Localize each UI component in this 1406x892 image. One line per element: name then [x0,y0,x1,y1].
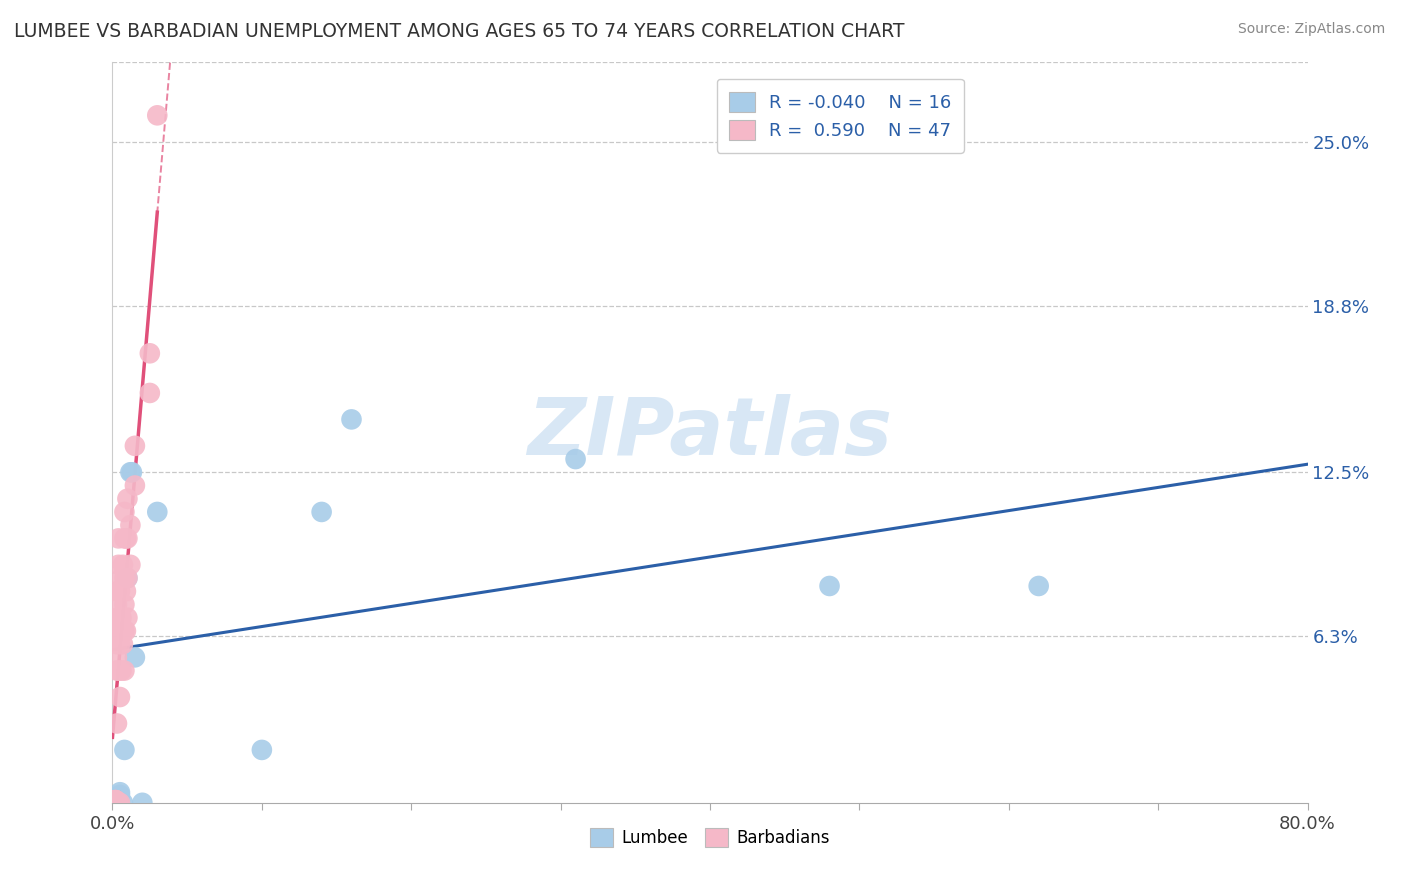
Point [120,518,142,533]
Point [114,624,135,638]
Point [105,624,128,638]
Point [120,558,142,572]
Point [124,439,146,453]
Point [117,532,139,546]
Point [114,743,135,757]
Point [117,491,139,506]
Point [311,505,333,519]
Point [146,505,169,519]
Point [111,558,134,572]
Point [111,796,134,810]
Point [121,465,143,479]
Point [124,650,146,665]
Point [107,664,129,678]
Point [108,584,131,599]
Point [117,610,139,624]
Point [110,571,132,585]
Point [139,386,162,401]
Point [107,558,129,572]
Point [139,346,162,360]
Point [107,796,129,810]
Point [115,584,138,599]
Point [105,598,128,612]
Point [105,610,128,624]
Point [117,571,139,585]
Point [146,108,169,122]
Point [107,532,129,546]
Point [110,664,132,678]
Point [114,505,135,519]
Point [818,579,841,593]
Point [115,624,138,638]
Point [340,412,363,426]
Point [105,637,128,651]
Point [104,793,127,807]
Point [114,598,135,612]
Point [105,664,128,678]
Point [108,610,131,624]
Point [120,465,142,479]
Point [114,664,135,678]
Point [117,571,139,585]
Point [110,610,132,624]
Text: LUMBEE VS BARBADIAN UNEMPLOYMENT AMONG AGES 65 TO 74 YEARS CORRELATION CHART: LUMBEE VS BARBADIAN UNEMPLOYMENT AMONG A… [14,22,904,41]
Point [108,796,131,810]
Point [114,571,135,585]
Point [107,624,129,638]
Point [105,650,128,665]
Text: Source: ZipAtlas.com: Source: ZipAtlas.com [1237,22,1385,37]
Point [111,637,134,651]
Point [104,793,127,807]
Point [108,788,131,802]
Point [115,532,138,546]
Point [114,532,135,546]
Point [1028,579,1050,593]
Point [104,793,127,807]
Point [105,716,128,731]
Text: ZIPatlas: ZIPatlas [527,393,893,472]
Point [564,452,586,467]
Point [124,478,146,492]
Point [108,690,131,704]
Point [104,793,127,807]
Point [108,637,131,651]
Point [250,743,273,757]
Legend: Lumbee, Barbadians: Lumbee, Barbadians [583,822,837,854]
Point [108,785,131,799]
Point [131,796,153,810]
Point [105,584,128,599]
